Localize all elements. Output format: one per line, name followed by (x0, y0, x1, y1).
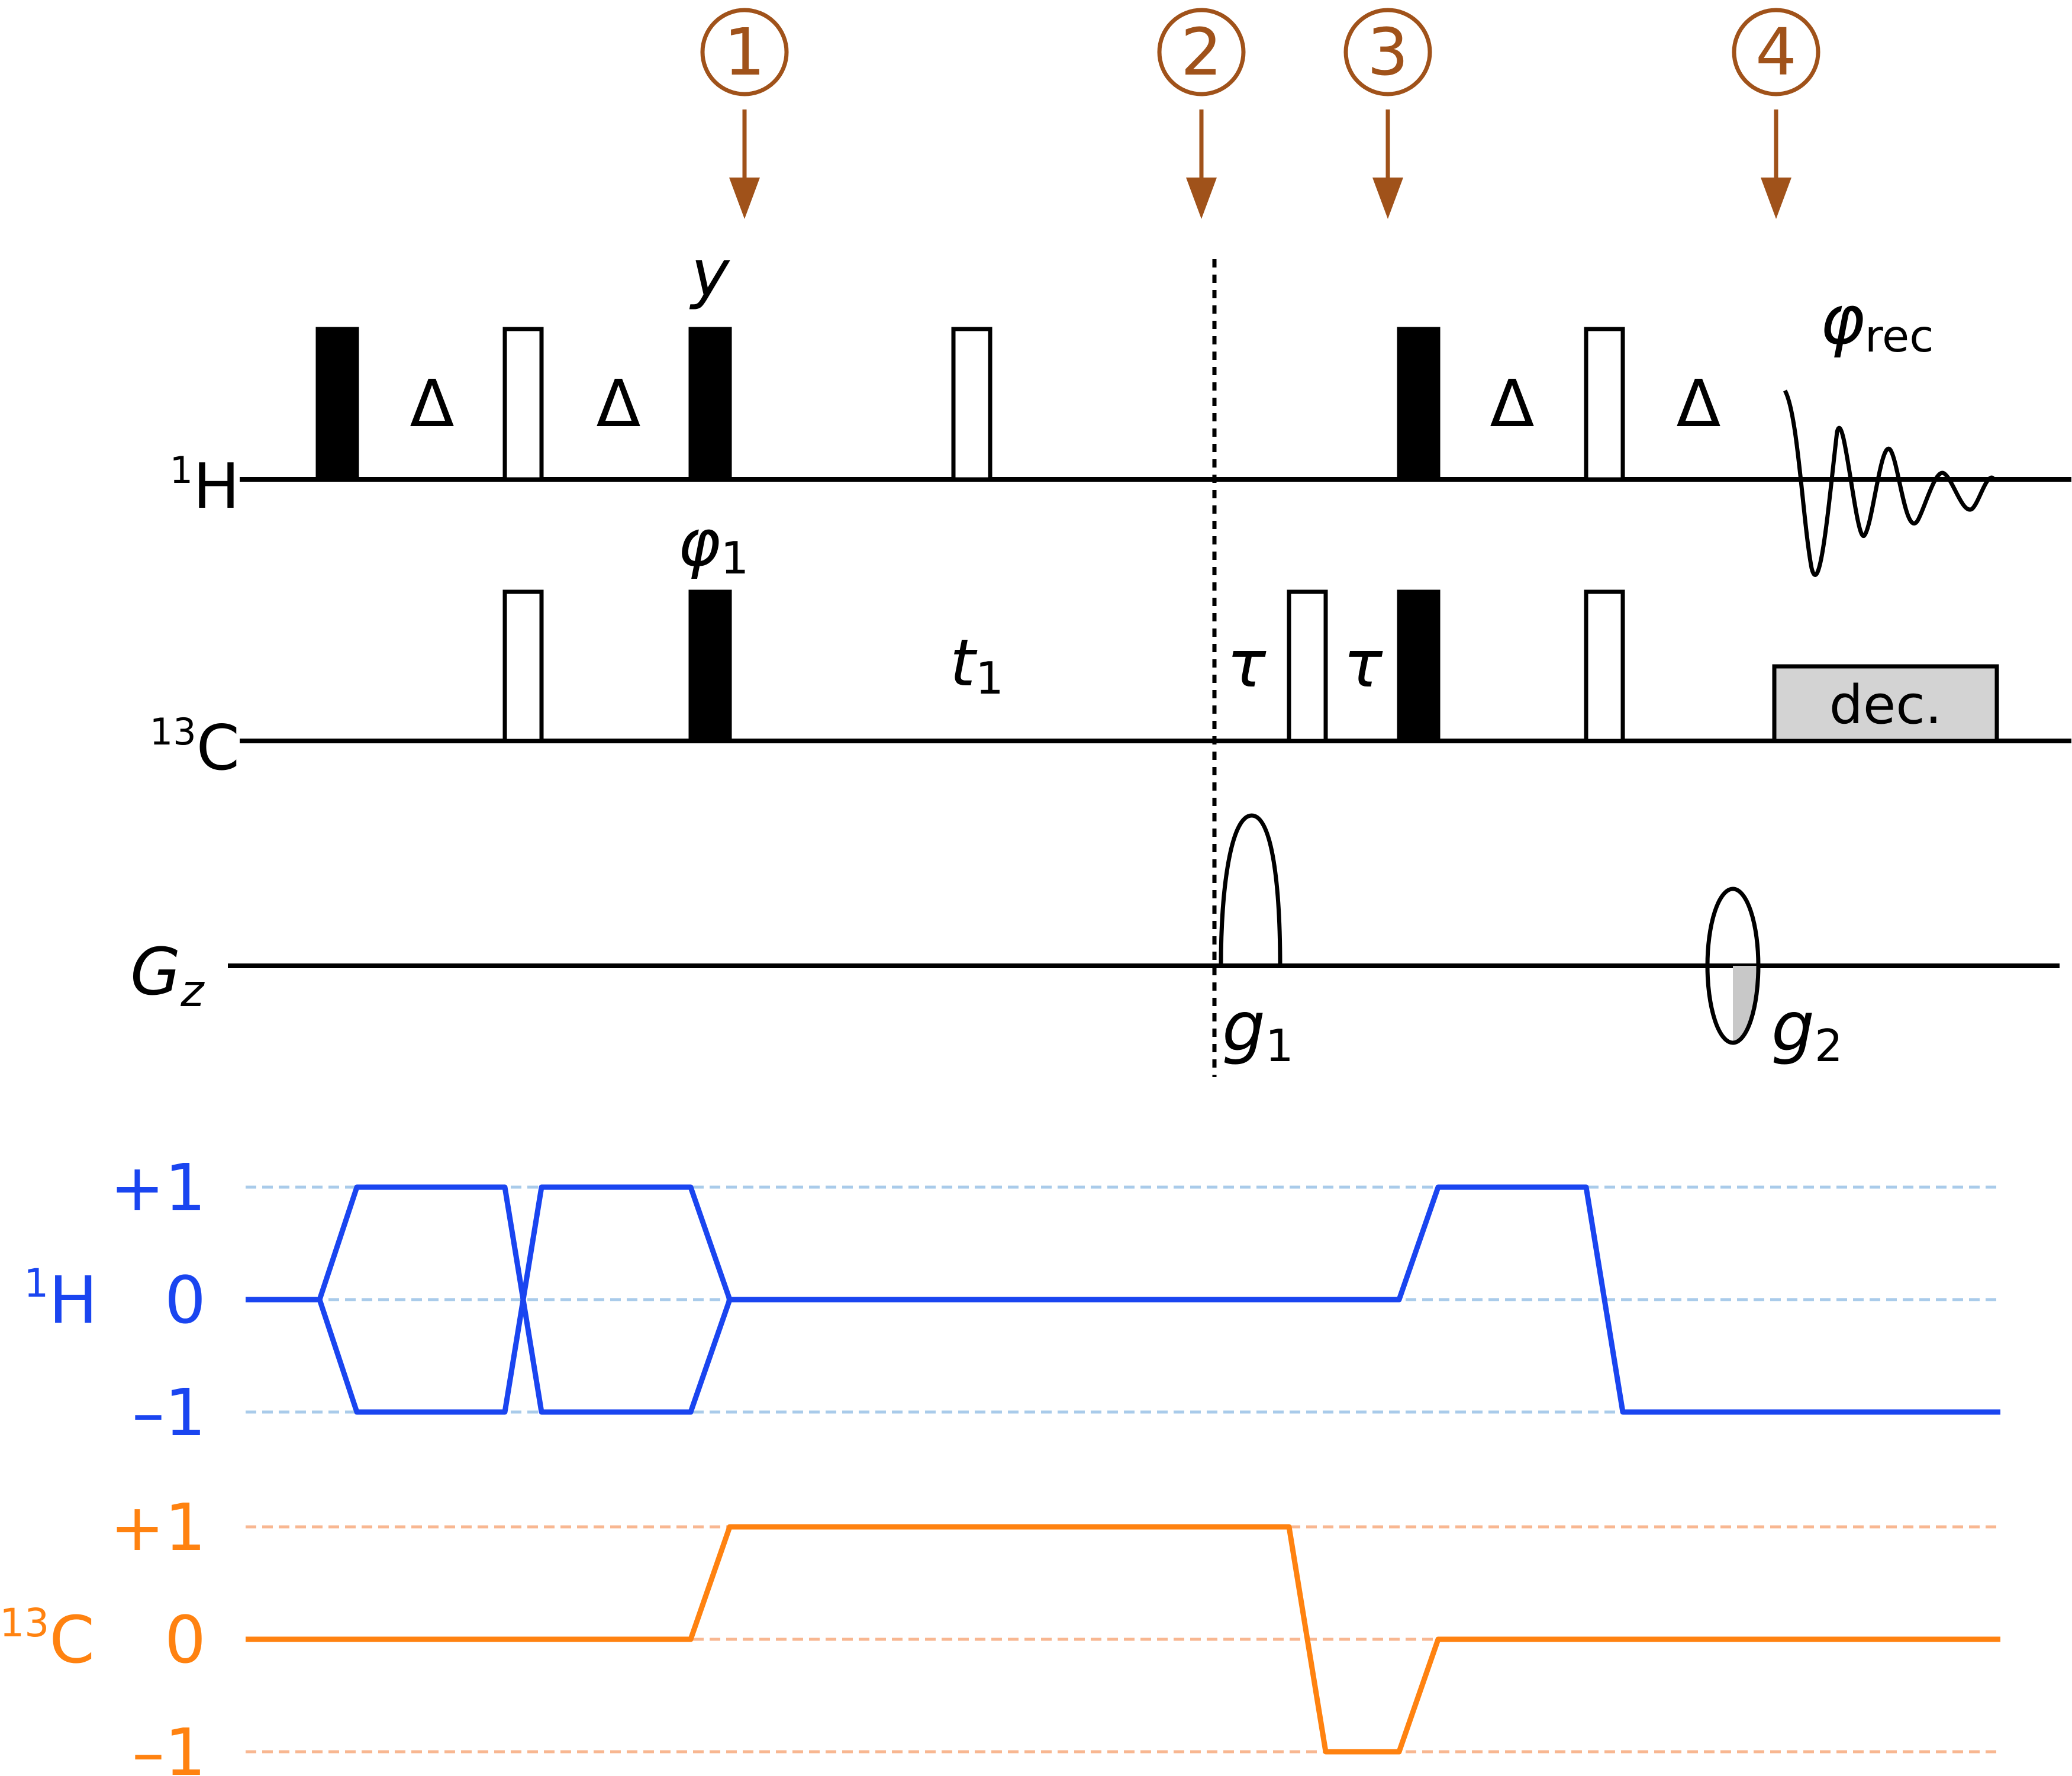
marker-3 (1343, 8, 1432, 219)
marker-1-label: 1 (724, 14, 765, 90)
proton-90-pulse-refocus (1397, 327, 1441, 482)
phase-receiver-label: φrec (1820, 281, 1934, 362)
phase-y-label: y (689, 236, 730, 311)
gradient-g2-pulse (1705, 887, 1761, 1045)
carbon-180-pulse-tau (1287, 589, 1328, 743)
proton-level-minus1: –1 (132, 1375, 206, 1451)
proton-channel-label: 1H (170, 449, 240, 523)
carbon-90-pulse (688, 589, 732, 743)
evolution-t1-label: t1 (950, 625, 1004, 704)
proton-180-pulse-mid (951, 327, 993, 482)
marker-1 (700, 8, 789, 219)
gradient-g1-label: g1 (1222, 988, 1294, 1072)
delay-delta-4: Δ (1676, 366, 1720, 441)
marker-4 (1732, 8, 1820, 219)
position-markers (700, 8, 1820, 219)
delay-tau-1: τ (1227, 626, 1267, 702)
carbon-180-pulse (502, 589, 544, 743)
gradient-channel-label: Gz (130, 934, 205, 1017)
carbon-channel-label: 13C (150, 710, 240, 784)
marker-2 (1157, 8, 1246, 219)
delay-delta-1: Δ (410, 366, 454, 441)
delay-tau-2: τ (1343, 626, 1383, 702)
carbon-180-pulse-refocus (1584, 589, 1625, 743)
carbon-coherence-path (246, 1524, 2000, 1755)
proton-level-plus1: +1 (110, 1150, 206, 1226)
carbon-level-minus1: –1 (132, 1714, 206, 1776)
decoupling-label: dec. (1829, 674, 1942, 736)
carbon-level-0: 0 (165, 1602, 206, 1678)
proton-90y-pulse (688, 327, 732, 482)
marker-3-label: 3 (1367, 14, 1409, 90)
carbon-level-plus1: +1 (110, 1490, 206, 1565)
proton-coherence-path-alt (317, 1184, 733, 1415)
gradient-g2-label: g2 (1771, 988, 1843, 1072)
gradient-g1-pulse (1219, 813, 1282, 966)
delay-delta-2: Δ (596, 366, 640, 441)
proton-coherence-path (246, 1184, 2000, 1415)
phase-phi1-label: φ1 (678, 505, 749, 584)
marker-4-label: 4 (1755, 14, 1797, 90)
proton-180-pulse-refocus (1584, 327, 1625, 482)
delay-delta-3: Δ (1490, 366, 1534, 441)
gradient-g2-fill (1733, 966, 1758, 1043)
proton-level-0: 0 (165, 1262, 206, 1338)
fid-signal (1783, 389, 1994, 577)
carbon-90-pulse-refocus (1397, 589, 1441, 743)
carbon-coherence-label: 13C (0, 1600, 95, 1678)
decoupling-block (1772, 664, 1999, 743)
marker-2-label: 2 (1181, 14, 1222, 90)
proton-coherence-label: 1H (24, 1261, 98, 1338)
proton-90-pulse (315, 327, 359, 482)
proton-180-pulse (502, 327, 544, 482)
